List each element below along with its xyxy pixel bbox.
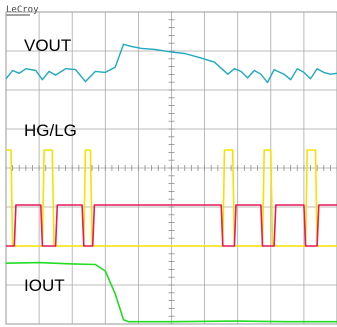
channel-labels: VOUT HG/LG IOUT — [24, 36, 77, 295]
hg-lg-label: HG/LG — [24, 121, 77, 140]
iout-trace — [5, 261, 337, 323]
hg-trace — [6, 149, 337, 247]
vout-label: VOUT — [24, 36, 71, 55]
traces — [5, 43, 337, 323]
brand-label: LeCroy — [6, 5, 39, 15]
vout-trace — [5, 43, 337, 84]
iout-label: IOUT — [24, 276, 65, 295]
lg-trace — [6, 204, 337, 247]
